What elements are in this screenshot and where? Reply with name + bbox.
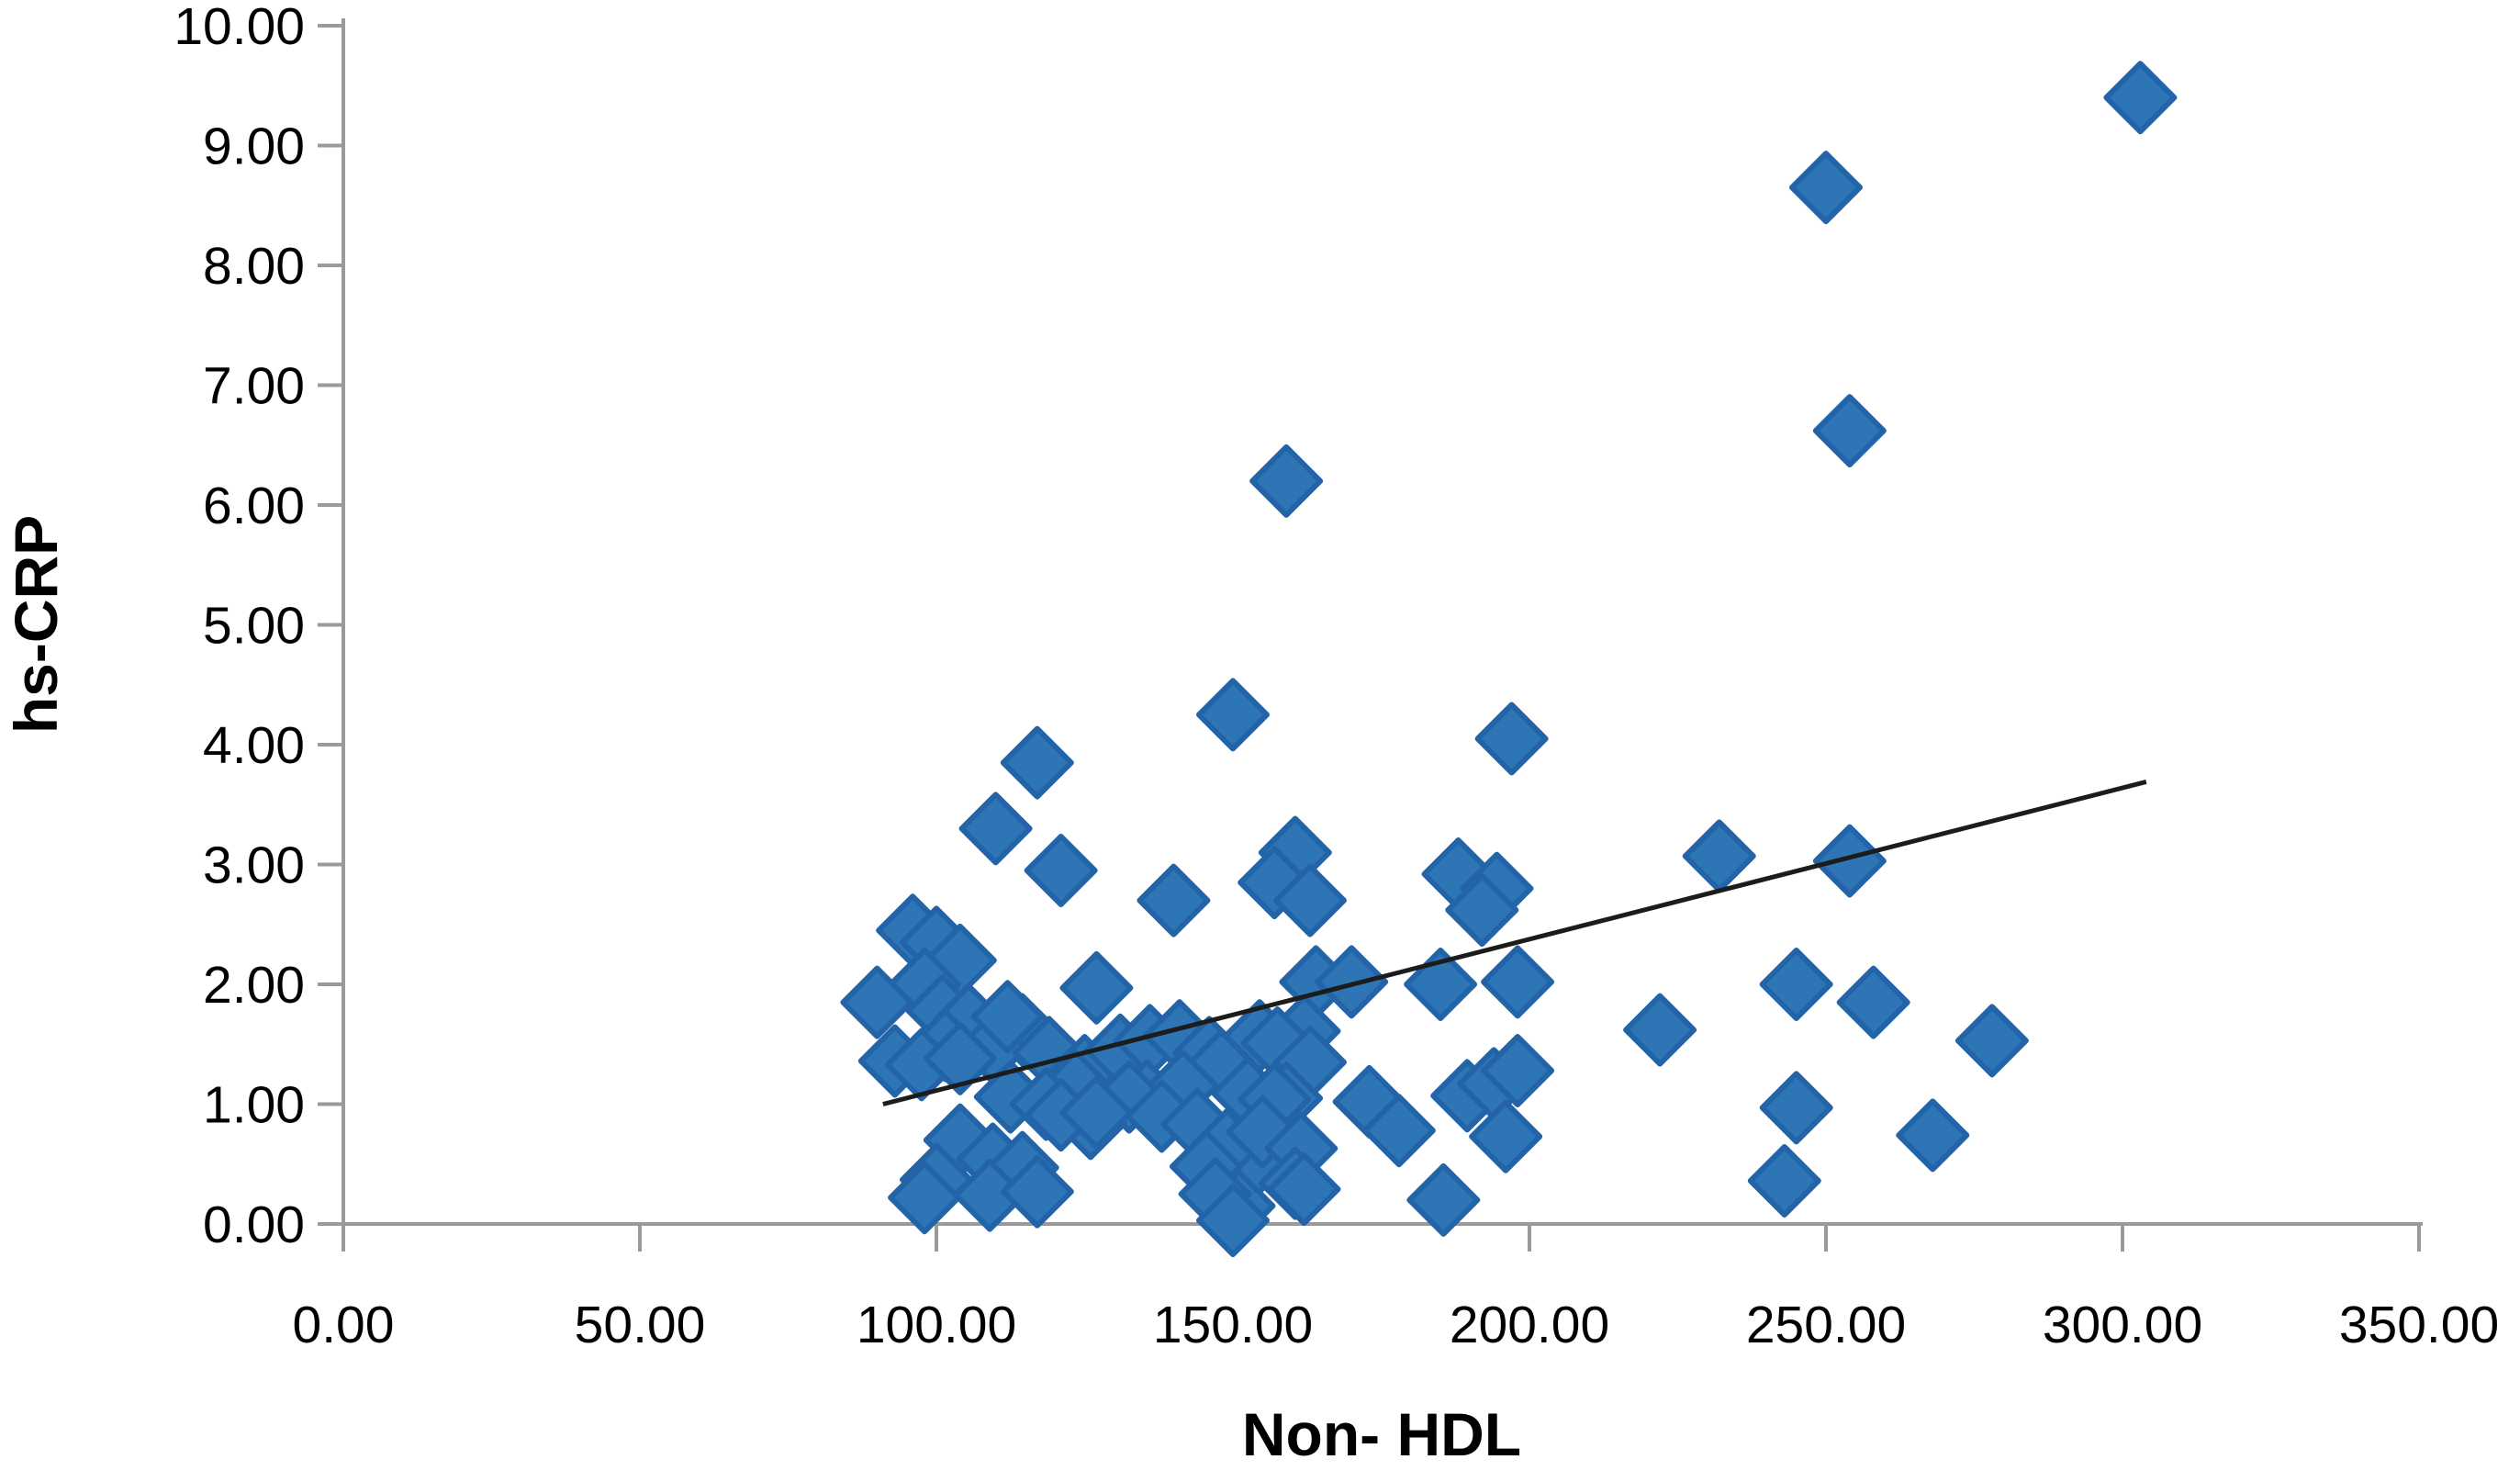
- data-point-diamond: [1406, 1162, 1481, 1237]
- y-tick-label: 0.00: [203, 1196, 305, 1254]
- data-point-diamond: [1196, 1184, 1270, 1258]
- data-point-diamond: [1954, 1004, 2029, 1078]
- data-point-diamond: [1481, 945, 1555, 1019]
- data-point-diamond: [1623, 993, 1697, 1067]
- data-point-diamond: [1789, 151, 1863, 225]
- data-point-diamond: [1272, 863, 1347, 937]
- data-point-diamond: [1024, 834, 1098, 908]
- trend-line-group: [882, 780, 2147, 1106]
- data-point-diamond: [1836, 965, 1910, 1039]
- data-point-diamond: [1759, 1071, 1833, 1145]
- data-point-diamond: [1059, 1075, 1134, 1150]
- y-tick-label: 10.00: [174, 0, 305, 56]
- data-point-diamond: [1000, 725, 1074, 800]
- data-point-diamond: [2103, 61, 2178, 135]
- x-tick-label: 150.00: [1153, 1296, 1313, 1354]
- x-tick-label: 200.00: [1450, 1296, 1609, 1354]
- y-tick-label: 7.00: [203, 357, 305, 416]
- scatter-points: [840, 61, 2178, 1258]
- data-point-diamond: [1267, 1152, 1341, 1227]
- data-point-diamond: [1682, 819, 1756, 893]
- data-point-diamond: [1896, 1098, 1970, 1173]
- data-point-diamond: [923, 1021, 997, 1095]
- data-point-diamond: [958, 792, 1033, 866]
- data-point-diamond: [1137, 863, 1211, 937]
- y-tick-label: 5.00: [203, 597, 305, 656]
- data-point-diamond: [1812, 394, 1887, 468]
- data-point-diamond: [840, 965, 914, 1039]
- data-point-diamond: [1469, 1099, 1543, 1173]
- x-tick-label: 300.00: [2043, 1296, 2202, 1354]
- data-point-diamond: [1747, 1144, 1821, 1218]
- data-point-diamond: [1059, 950, 1134, 1025]
- data-point-diamond: [888, 1161, 962, 1235]
- data-point-diamond: [1000, 1154, 1074, 1229]
- y-tick-label: 6.00: [203, 477, 305, 535]
- trend-line: [882, 780, 2147, 1106]
- data-point-diamond: [1481, 1033, 1555, 1107]
- axes: [340, 18, 2423, 1252]
- y-tick-label: 1.00: [203, 1076, 305, 1135]
- data-point-diamond: [1445, 873, 1519, 948]
- data-point-diamond: [1812, 824, 1887, 898]
- data-point-diamond: [1249, 443, 1324, 518]
- x-tick-label: 350.00: [2339, 1296, 2499, 1354]
- y-tick-label: 9.00: [203, 118, 305, 176]
- y-tick-label: 2.00: [203, 956, 305, 1015]
- data-point-diamond: [1315, 945, 1389, 1019]
- y-tick-labels: 0.00 1.00 2.00 3.00 4.00 5.00 6.00 7.00 8.00 9.00…: [174, 0, 305, 1254]
- y-tick-label: 8.00: [203, 237, 305, 296]
- y-tick-label: 4.00: [203, 716, 305, 775]
- data-point-diamond: [1196, 678, 1270, 752]
- x-tick-label: 100.00: [857, 1296, 1016, 1354]
- y-axis-title: hs-CRP: [2, 515, 70, 734]
- data-point-diamond: [1759, 948, 1833, 1021]
- x-tick-label: 250.00: [1746, 1296, 1906, 1354]
- data-point-diamond: [1474, 702, 1549, 776]
- x-tick-label: 0.00: [293, 1296, 395, 1354]
- x-tick-labels: 0.00 50.00 100.00 150.00 200.00 250.00 300.00 3…: [293, 1296, 2500, 1354]
- y-tick-label: 3.00: [203, 836, 305, 895]
- data-point-diamond: [1226, 1095, 1300, 1169]
- x-axis-title: Non- HDL: [1242, 1400, 1521, 1468]
- data-point-diamond: [1361, 1094, 1436, 1168]
- data-point-diamond: [970, 980, 1045, 1054]
- x-tick-label: 50.00: [575, 1296, 706, 1354]
